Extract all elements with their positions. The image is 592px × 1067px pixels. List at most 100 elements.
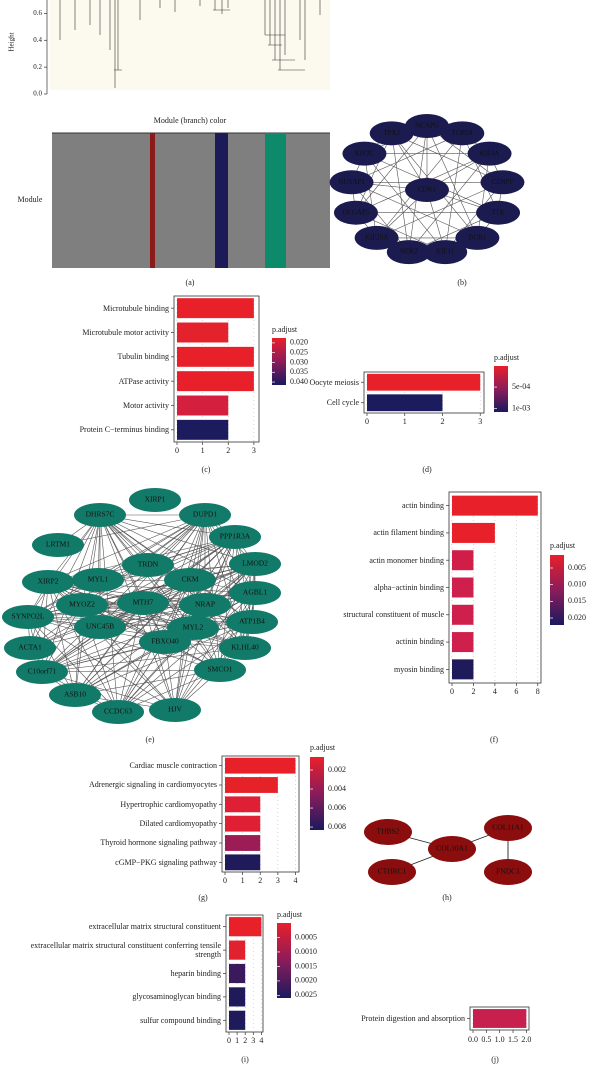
- network-edge: [364, 153, 377, 238]
- network-edge: [47, 514, 206, 583]
- network-node: [4, 636, 56, 660]
- bar: [177, 419, 229, 440]
- y-tick-label: 0.6: [33, 9, 42, 17]
- node-label: NEK2: [400, 248, 418, 256]
- network-edge: [27, 616, 253, 623]
- network-node: [32, 533, 84, 557]
- network-node: [229, 552, 281, 576]
- legend-tick-label: 0.005: [568, 563, 586, 572]
- panel-label: (i): [241, 1055, 249, 1064]
- network-node: [364, 819, 412, 845]
- y-tick-label: cGMP−PKG signaling pathway: [115, 857, 217, 867]
- x-tick-label: 1.0: [495, 1035, 505, 1044]
- network-node: [354, 225, 399, 250]
- network-edge: [117, 602, 144, 713]
- legend-tick-label: 0.0020: [295, 976, 317, 985]
- x-tick-label: 2: [226, 446, 230, 455]
- network-node: [329, 170, 374, 195]
- network-node: [164, 568, 216, 592]
- network-edge: [74, 621, 253, 696]
- y-tick-label: extracellular matrix structural constitu…: [88, 922, 221, 932]
- network-node: [219, 636, 271, 660]
- network-edge: [391, 133, 410, 253]
- network-node: [74, 503, 126, 527]
- network-node: [484, 859, 532, 885]
- legend-tick-label: 0.015: [568, 596, 586, 605]
- network-node: [129, 488, 181, 512]
- legend-tick-label: 5e-04: [512, 382, 530, 391]
- x-tick-label: 2: [440, 417, 444, 426]
- panel-label: (g): [198, 893, 208, 902]
- network-node: [405, 178, 449, 202]
- node-label: CCDC63: [104, 707, 132, 716]
- node-label: UNC45B: [86, 622, 114, 631]
- network-node: [179, 503, 231, 527]
- category-label-box: Oocyte meiosis: [309, 377, 359, 387]
- legend-title: p.adjust: [310, 743, 336, 752]
- node-label: C10orf71: [28, 667, 57, 676]
- node-label: ATP1B4: [239, 617, 265, 626]
- x-tick-label: 2: [243, 1036, 247, 1045]
- module-stripe: [215, 133, 228, 268]
- category-label-box: Microtubule binding: [103, 304, 169, 313]
- category-label-box: alpha−actinin binding: [374, 583, 444, 592]
- y-tick-label: Thyroid hormone signaling pathway: [100, 838, 217, 848]
- panel-label: (j): [491, 1055, 499, 1064]
- network-edge: [355, 125, 428, 213]
- legend-tick-label: 0.035: [290, 367, 308, 376]
- node-label: CKM: [181, 575, 198, 584]
- network-node: [369, 121, 414, 146]
- node-label: KLHL40: [231, 643, 259, 652]
- category-label-box: Thyroid hormone signaling pathway: [100, 838, 217, 848]
- node-label: MTH7: [133, 598, 154, 607]
- x-tick-label: 0: [175, 446, 179, 455]
- bar: [452, 577, 474, 598]
- y-tick-label: Protein digestion and absorption: [361, 1013, 465, 1023]
- category-label-box: Protein digestion and absorption: [361, 1013, 465, 1023]
- network-node: [74, 615, 126, 639]
- y-tick-label: Oocyte meiosis: [309, 377, 359, 387]
- x-tick-label: 4: [293, 876, 297, 885]
- node-label: TRDN: [138, 560, 159, 569]
- bar: [177, 371, 254, 392]
- y-tick-label: heparin binding: [170, 968, 221, 978]
- node-label: XIRP2: [38, 577, 59, 586]
- y-tick-label: myosin binding: [393, 664, 444, 674]
- bar: [225, 835, 261, 851]
- y-tick-label: Motor activity: [123, 400, 169, 410]
- network-edge: [391, 133, 503, 183]
- node-label: FBXO40: [151, 637, 179, 646]
- legend-tick-label: 0.010: [568, 579, 586, 588]
- x-tick-label: 0.0: [468, 1035, 478, 1044]
- network-edge: [351, 133, 463, 183]
- network-node: [92, 700, 144, 724]
- network-node: [480, 170, 525, 195]
- x-tick-label: 1: [201, 446, 205, 455]
- bar: [225, 796, 261, 813]
- module-band: [52, 133, 330, 268]
- network-edge: [41, 671, 176, 711]
- node-label: ACTA1: [18, 643, 42, 652]
- network-node: [16, 660, 68, 684]
- panel-label: (a): [186, 278, 195, 287]
- network-edge: [99, 514, 144, 604]
- node-label: SYNPO2L: [12, 612, 45, 621]
- network-edge: [117, 641, 166, 713]
- bar: [229, 987, 246, 1007]
- x-tick-label: 4: [493, 687, 497, 696]
- y-tick-label: actinin binding: [395, 637, 444, 647]
- network-edge: [27, 514, 101, 618]
- module-stripe: [150, 133, 155, 268]
- node-label: TPX2: [383, 129, 400, 137]
- y-tick-label: actin filament binding: [373, 528, 444, 538]
- dendrogram-branches: [59, 0, 321, 88]
- x-tick-label: 1.5: [508, 1035, 518, 1044]
- legend-tick-label: 0.002: [328, 765, 346, 774]
- x-tick-label: 2: [258, 876, 262, 885]
- bar: [177, 395, 229, 416]
- category-label-box: actin filament binding: [373, 528, 444, 538]
- x-tick-label: 0: [450, 687, 454, 696]
- bar: [177, 298, 254, 319]
- y-tick-label: glycosaminoglycan binding: [132, 992, 221, 1002]
- y-tick-label: actin binding: [402, 501, 444, 511]
